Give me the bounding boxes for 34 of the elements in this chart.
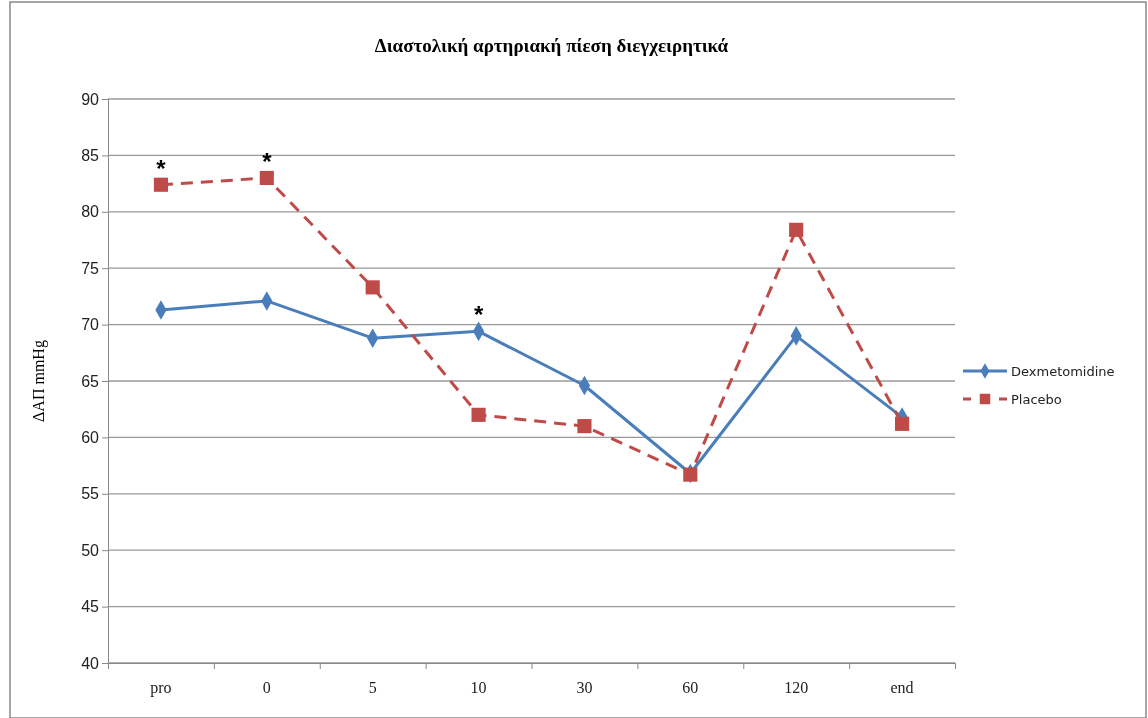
point: [683, 467, 698, 482]
point: [577, 419, 592, 434]
chart-title: Διαστολική αρτηριακή πίεση διεγχειρητικά: [374, 35, 729, 56]
point: [894, 416, 910, 431]
x-tick-label: 120: [784, 679, 809, 696]
y-tick-label: 85: [81, 147, 100, 165]
y-tick-label: 65: [81, 372, 100, 390]
point: [259, 170, 274, 186]
y-axis-title: ΔΑΠ mmHg: [30, 340, 48, 422]
x-tick-label: 60: [682, 679, 699, 696]
y-tick-label: 80: [81, 203, 100, 221]
point: [365, 280, 380, 295]
x-tick-label: 10: [470, 679, 487, 696]
point: [471, 407, 486, 422]
y-tick-label: 50: [81, 541, 100, 559]
y-tick-label: 75: [81, 259, 100, 277]
x-tick-label: 30: [576, 679, 593, 696]
y-tick-label: 60: [81, 429, 100, 447]
y-tick-label: 45: [81, 598, 100, 616]
annotation: *: [473, 301, 484, 329]
point: [153, 177, 169, 192]
y-tick-label: 70: [81, 316, 100, 334]
legend-label: Placebo: [1011, 392, 1062, 407]
point: [789, 222, 804, 237]
x-tick-label: 5: [368, 679, 377, 696]
annotation: *: [262, 147, 273, 175]
y-tick-label: 40: [81, 654, 100, 672]
y-tick-label: 55: [81, 485, 100, 503]
legend-label: Dexmetomidine: [1011, 364, 1115, 379]
x-tick-label: pro: [150, 679, 172, 697]
x-tick-label: end: [890, 679, 914, 696]
y-tick-label: 90: [81, 90, 100, 108]
x-tick-label: 0: [262, 679, 271, 696]
annotation: *: [156, 154, 167, 182]
